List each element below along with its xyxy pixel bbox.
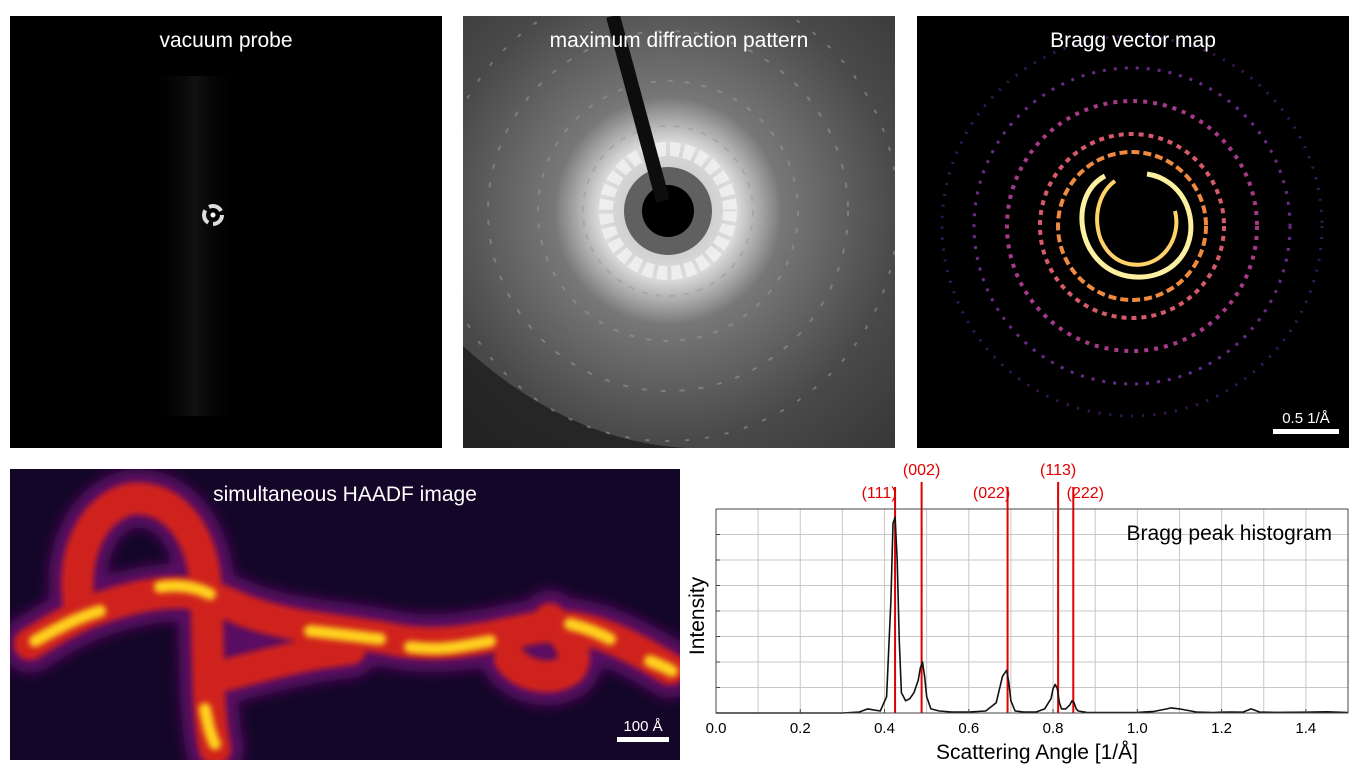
bragg-map-image — [940, 34, 1324, 418]
chart-grid — [716, 509, 1348, 713]
series-line — [716, 516, 1349, 714]
x-tick-label: 0.8 — [1043, 720, 1064, 737]
x-tick-label: 0.6 — [958, 720, 979, 737]
peak-label: (113) — [1040, 462, 1076, 479]
bragg-map-panel: Bragg vector map 0.5 1/Å — [917, 16, 1349, 448]
vacuum-probe-image — [150, 76, 240, 416]
x-tick-label: 1.2 — [1211, 720, 1232, 737]
x-tick-label: 0.4 — [874, 720, 895, 737]
haadf-title: simultaneous HAADF image — [213, 483, 477, 506]
max-diffraction-image — [463, 16, 895, 448]
vacuum-probe-panel: vacuum probe — [10, 16, 442, 448]
peak-label: (022) — [973, 485, 1010, 502]
chart-x-axis-label: Scattering Angle [1/Å] — [936, 741, 1138, 764]
bragg-map-scalebar-label: 0.5 1/Å — [1282, 410, 1330, 427]
bragg-map-scalebar: 0.5 1/Å — [1273, 410, 1339, 434]
peak-label: (002) — [903, 462, 940, 479]
chart-x-ticks: 0.0 0.2 0.4 0.6 0.8 1.0 1.2 1.4 — [706, 709, 1316, 737]
chart-y-ticks — [716, 534, 720, 688]
x-tick-label: 0.0 — [706, 720, 727, 737]
chart-y-axis-label: Intensity — [686, 576, 709, 655]
bragg-map-scalebar-bar — [1273, 429, 1339, 434]
max-diffraction-title: maximum diffraction pattern — [549, 29, 809, 52]
x-tick-label: 1.0 — [1127, 720, 1148, 737]
bragg-map-title: Bragg vector map — [1050, 29, 1216, 52]
max-diffraction-panel: maximum diffraction pattern — [463, 16, 895, 448]
haadf-scalebar-label: 100 Å — [623, 718, 663, 735]
haadf-scalebar-bar — [617, 737, 669, 742]
haadf-scalebar: 100 Å — [617, 718, 669, 742]
haadf-panel: simultaneous HAADF image 100 Å — [10, 469, 680, 760]
chart-series — [716, 516, 1349, 714]
peak-label: (111) — [862, 485, 897, 502]
haadf-image — [10, 469, 680, 760]
x-tick-label: 1.4 — [1295, 720, 1316, 737]
peak-label: (222) — [1067, 485, 1104, 502]
histogram-panel: (111) (002) (022) (113) (222) 0.0 0.2 0.4 0.6 0.… — [680, 452, 1355, 770]
vacuum-probe-title: vacuum probe — [159, 29, 293, 52]
x-tick-label: 0.2 — [790, 720, 811, 737]
chart-title: Bragg peak histogram — [1127, 522, 1332, 545]
histogram-chart: (111)(002)(022)(113)(222) 0.0 0.2 0.4 0.6 0.… — [686, 462, 1349, 764]
